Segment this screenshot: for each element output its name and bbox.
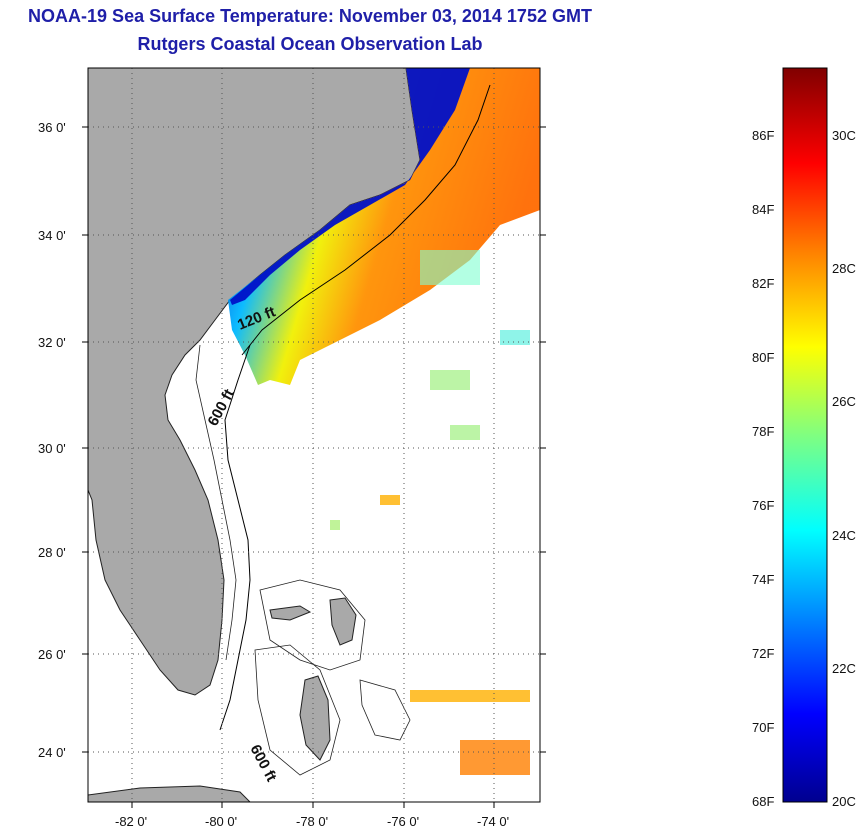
lon-tick-label: -74 0' [477,814,509,829]
colorbar-label-c: 30C [832,128,856,143]
lat-tick-label: 24 0' [38,745,66,760]
contour-600ft [219,344,251,731]
colorbar-label-f: 86F [752,128,774,143]
colorbar-label-c: 28C [832,261,856,276]
lat-tick-label: 28 0' [38,545,66,560]
map-layers: 120 ft 600 ft 600 ft [88,68,540,802]
map-subtitle: Rutgers Coastal Ocean Observation Lab [137,34,483,54]
colorbar-label-f: 78F [752,424,774,439]
lon-tick-label: -82 0' [115,814,147,829]
colorbar-label-f: 68F [752,794,774,809]
colorbar-label-f: 82F [752,276,774,291]
colorbar-label-c: 20C [832,794,856,809]
map-title: NOAA-19 Sea Surface Temperature: Novembe… [28,6,592,26]
lat-tick-label: 36 0' [38,120,66,135]
colorbar-label-f: 80F [752,350,774,365]
temperature-colorbar [782,67,828,803]
sst-scattered-patches [330,250,530,775]
colorbar-label-f: 74F [752,572,774,587]
lon-tick-label: -78 0' [296,814,328,829]
lat-tick-label: 32 0' [38,335,66,350]
colorbar-label-f: 72F [752,646,774,661]
land-great-abaco [329,597,357,646]
lon-tick-label: -76 0' [387,814,419,829]
contour-shelf-florida [195,344,237,661]
colorbar-label-f: 76F [752,498,774,513]
colorbar-label-c: 26C [832,394,856,409]
lat-tick-label: 30 0' [38,441,66,456]
sst-cold-shelf [230,68,470,305]
sst-data-band [228,68,540,385]
lon-tick-label: -80 0' [205,814,237,829]
map-frame [87,67,541,803]
colorbar-label-c: 24C [832,528,856,543]
contour-120ft [241,84,491,356]
colorbar-label-f: 70F [752,720,774,735]
lat-tick-label: 26 0' [38,647,66,662]
map-graticule [88,68,540,802]
lat-tick-label: 34 0' [38,228,66,243]
land-cuba [88,785,251,802]
land-grand-bahama [269,605,312,621]
land-andros-island [299,675,331,761]
colorbar-label-f: 84F [752,202,774,217]
axis-ticks [82,126,546,808]
colorbar-label-c: 22C [832,661,856,676]
